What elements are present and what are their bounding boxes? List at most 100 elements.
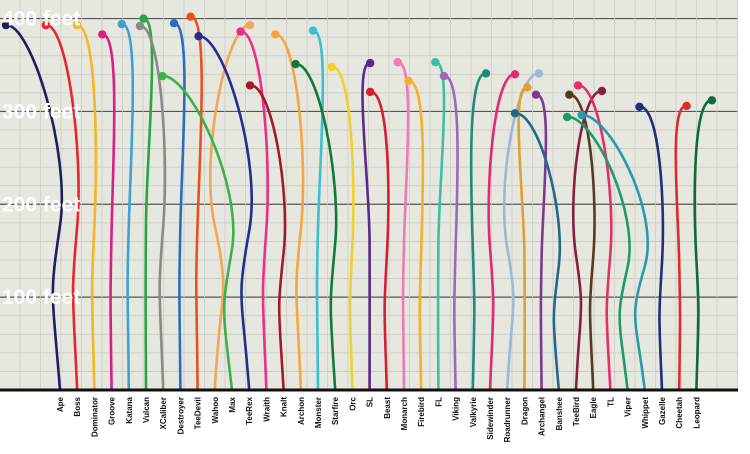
curve-leopard [693, 99, 714, 392]
x-label-archon: Archon [297, 397, 306, 425]
y-tick-label: 300 feet [2, 100, 80, 123]
launch-point-beast [366, 87, 375, 97]
curve-teedevil [189, 15, 204, 392]
launch-point-starfire [291, 59, 300, 69]
launch-point-viking [439, 71, 449, 81]
launch-point-valkyrie [481, 69, 491, 78]
launch-point-ape [1, 20, 11, 30]
x-label-knalt: Knalt [280, 397, 289, 417]
launch-point-max [158, 71, 167, 81]
x-label-teebird: TeeBird [572, 397, 581, 426]
launch-point-vulcan [139, 14, 148, 23]
launch-point-cheetah [682, 101, 691, 111]
x-label-wahoo: Wahoo [211, 397, 220, 423]
x-label-destroyer: Destroyer [176, 397, 185, 434]
curve-valkyrie [469, 72, 488, 392]
launch-point-teebird [597, 86, 607, 96]
curve-monster [311, 29, 325, 392]
curve-sidewinder [487, 72, 517, 392]
curve-katana [120, 22, 135, 392]
launch-point-teerex [194, 32, 203, 41]
curve-gazelle [638, 105, 665, 392]
x-label-max: Max [228, 396, 237, 412]
launch-point-sidewinder [510, 70, 520, 79]
x-label-viper: Viper [624, 397, 633, 417]
curve-wraith [239, 30, 269, 392]
launch-point-gazelle [635, 102, 644, 112]
curve-archangel [534, 93, 548, 392]
x-label-vulcan: Vulcan [142, 397, 151, 423]
curve-starfire [294, 62, 338, 392]
launch-point-wraith [236, 27, 245, 36]
launch-point-teedevil [186, 12, 195, 21]
launch-point-leopard [707, 96, 717, 105]
y-axis-labels: 100 feet 200 feet 300 feet 400 feet [2, 8, 80, 310]
launch-point-archangel [531, 90, 541, 99]
launch-point-groove [98, 30, 107, 39]
flight-curves [1, 12, 717, 392]
y-tick-label: 100 feet [2, 286, 80, 309]
launch-point-destroyer [169, 19, 179, 28]
launch-point-roadrunner [534, 69, 544, 78]
launch-point-tl [573, 81, 583, 90]
x-label-dominator: Dominator [90, 397, 99, 437]
x-label-beast: Beast [383, 397, 392, 419]
curve-teerex [197, 34, 253, 392]
x-label-fl: FL [434, 397, 443, 407]
launch-point-banshee [510, 109, 520, 118]
curve-orc [330, 65, 355, 392]
curve-groove [101, 33, 116, 392]
curve-viper [565, 115, 631, 392]
launch-point-firebird [404, 76, 413, 86]
launch-point-archon [271, 30, 280, 39]
launch-point-knalt [245, 81, 255, 90]
curve-whippet [580, 113, 649, 392]
launch-point-boss [41, 20, 50, 30]
launch-point-viper [562, 112, 572, 122]
curve-monarch [396, 60, 410, 392]
curve-knalt [248, 84, 287, 392]
curve-viking [442, 74, 459, 392]
x-label-banshee: Banshee [555, 396, 564, 430]
x-label-katana: Katana [125, 396, 134, 423]
launch-point-fl [431, 58, 440, 67]
launch-point-orc [327, 62, 336, 72]
curve-xcaliber [138, 24, 167, 392]
launch-point-wahoo [245, 20, 255, 30]
launch-point-sl [366, 58, 375, 68]
curve-firebird [407, 79, 425, 392]
launch-point-katana [117, 19, 127, 29]
curve-vulcan [142, 17, 154, 392]
y-tick-label: 400 feet [2, 8, 80, 31]
curve-wahoo [208, 23, 252, 392]
x-label-tl: TL [606, 397, 615, 407]
curve-boss [44, 23, 80, 392]
x-label-monarch: Monarch [400, 397, 409, 430]
curve-destroyer [172, 21, 186, 392]
launch-point-eagle [565, 90, 574, 99]
curve-dragon [517, 86, 529, 392]
curve-dominator [75, 23, 98, 392]
x-label-sl: SL [366, 397, 375, 407]
x-label-wraith: Wraith [262, 397, 271, 422]
x-label-orc: Orc [348, 396, 357, 410]
x-label-cheetah: Cheetah [675, 397, 684, 429]
curve-sl [361, 61, 372, 392]
x-label-dragon: Dragon [520, 397, 529, 425]
x-label-teerex: TeeRex [245, 396, 254, 424]
x-label-teedevil: TeeDevil [194, 397, 203, 429]
x-label-ape: Ape [56, 396, 65, 412]
x-label-eagle: Eagle [589, 396, 598, 418]
curve-cheetah [674, 104, 688, 392]
curve-fl [434, 60, 446, 392]
x-label-boss: Boss [73, 396, 82, 416]
launch-point-dragon [523, 83, 532, 92]
x-axis-labels: Ape Boss Dominator Groove Katana Vulcan XCalib… [56, 396, 701, 442]
x-label-starfire: Starfire [331, 396, 340, 425]
curve-archon [274, 33, 305, 392]
curve-ape [4, 23, 64, 392]
x-label-viking: Viking [452, 397, 461, 421]
curve-banshee [513, 111, 562, 392]
